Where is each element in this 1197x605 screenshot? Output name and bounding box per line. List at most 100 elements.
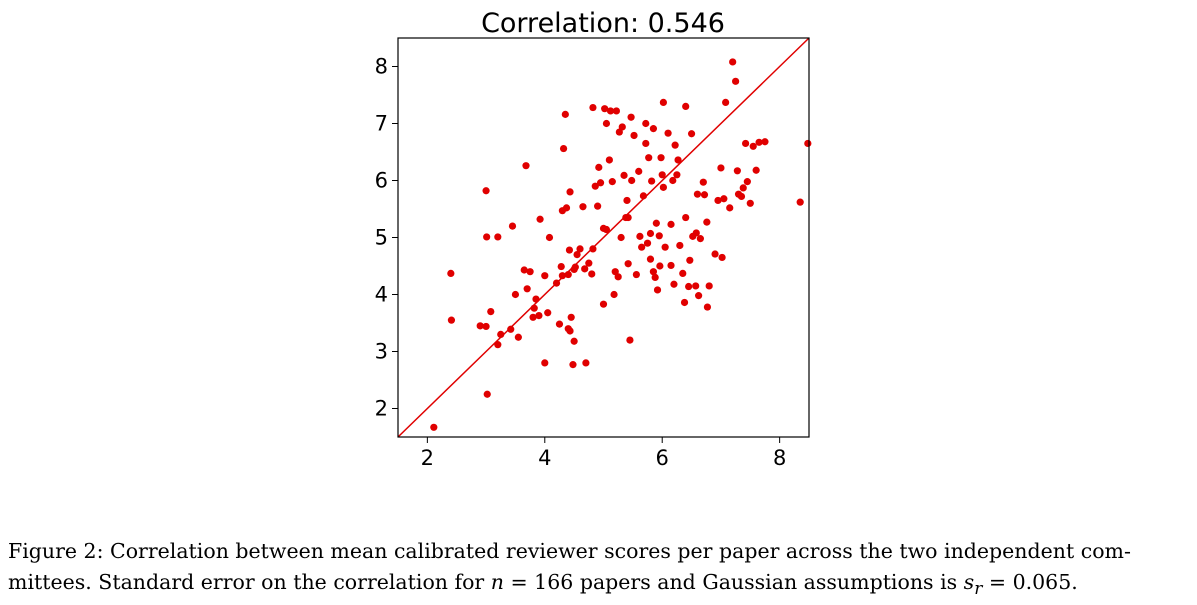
reference-line-layer xyxy=(397,37,810,438)
scatter-point xyxy=(693,190,702,198)
chart-title: Correlation: 0.546 xyxy=(481,8,725,39)
scatter-point xyxy=(741,139,750,148)
scatter-point xyxy=(581,265,589,273)
caption-line-2c: = 0.065. xyxy=(982,570,1078,594)
scatter-point xyxy=(643,239,652,247)
scatter-point xyxy=(595,163,603,171)
scatter-point xyxy=(700,191,709,199)
scatter-point xyxy=(591,182,599,190)
scatter-point xyxy=(636,232,644,240)
scatter-point xyxy=(508,222,517,230)
scatter-point xyxy=(635,167,643,175)
scatter-point xyxy=(695,292,703,300)
scatter-point xyxy=(610,290,618,299)
scatter-point xyxy=(536,215,544,223)
scatter-point xyxy=(659,183,667,191)
scatter-point xyxy=(646,229,655,238)
scatter-point xyxy=(557,262,565,271)
scatter-point xyxy=(639,192,648,200)
scatter-point xyxy=(617,233,625,242)
scatter-point xyxy=(711,250,719,258)
scatter-point xyxy=(630,131,638,140)
scatter-point xyxy=(476,322,484,330)
scatter-point xyxy=(651,273,659,281)
scatter-point xyxy=(562,204,571,212)
scatter-point xyxy=(692,282,700,290)
scatter-point xyxy=(687,130,696,138)
scatter-point xyxy=(507,325,515,333)
scatter-point xyxy=(720,195,728,203)
scatter-point xyxy=(624,213,632,222)
scatter-point xyxy=(530,304,538,312)
scatter-point xyxy=(655,232,663,240)
scatter-point xyxy=(679,269,687,278)
y-tick-label: 8 xyxy=(375,55,388,79)
scatter-point xyxy=(608,178,616,186)
scatter-point xyxy=(682,102,690,110)
scatter-point xyxy=(722,98,730,107)
scatter-point xyxy=(497,330,505,338)
scatter-point xyxy=(638,243,646,251)
scatter-point xyxy=(482,322,490,331)
scatter-point xyxy=(541,272,549,280)
scatter-point xyxy=(618,123,626,131)
scatter-point xyxy=(703,303,712,311)
scatter-point xyxy=(755,138,763,146)
scatter-point xyxy=(685,282,693,291)
caption-s-subscript: r xyxy=(974,579,983,600)
scatter-point xyxy=(653,286,662,294)
scatter-point xyxy=(569,361,577,369)
scatter-point xyxy=(659,98,667,107)
y-tick-label: 3 xyxy=(375,340,388,364)
scatter-point xyxy=(564,270,572,279)
scatter-point xyxy=(796,198,804,206)
scatter-point xyxy=(761,138,769,146)
scatter-point xyxy=(676,241,684,250)
scatter-point xyxy=(567,313,575,321)
scatter-point xyxy=(447,316,456,324)
scatter-point xyxy=(746,199,754,207)
scatter-point xyxy=(482,187,490,195)
scatter-point xyxy=(594,202,602,210)
scatter-point xyxy=(606,107,615,115)
scatter-point xyxy=(544,309,552,317)
scatter-point xyxy=(545,233,554,242)
y-tick-label: 7 xyxy=(375,112,388,136)
scatter-point xyxy=(614,273,622,281)
x-tick-label: 6 xyxy=(656,446,669,470)
scatter-point xyxy=(566,188,574,196)
scatter-point xyxy=(669,176,677,185)
scatter-point xyxy=(579,203,587,211)
scatter-point xyxy=(561,110,569,118)
scatter-point xyxy=(674,156,682,164)
caption-s-symbol: s xyxy=(963,570,975,594)
scatter-point xyxy=(529,313,537,321)
scatter-point xyxy=(718,253,726,262)
scatter-point xyxy=(565,246,574,254)
scatter-point xyxy=(658,171,666,179)
scatter-point xyxy=(632,270,640,279)
scatter-point xyxy=(602,119,611,128)
scatter-point xyxy=(487,308,495,316)
scatter-point xyxy=(626,336,634,344)
scatter-point xyxy=(628,176,636,185)
scatter-point xyxy=(589,103,597,112)
caption-n-symbol: n xyxy=(490,570,504,594)
y-tick-label: 6 xyxy=(375,169,388,193)
scatter-point xyxy=(570,337,578,345)
scatter-chart: Correlation: 0.546 2 4 6 8 2 3 4 5 6 7 8 xyxy=(375,8,812,471)
scatter-point xyxy=(514,333,522,341)
axis-ticks: 2 4 6 8 2 3 4 5 6 7 8 xyxy=(375,55,787,471)
scatter-point xyxy=(656,262,664,270)
plot-frame xyxy=(397,37,810,438)
scatter-point xyxy=(804,139,812,148)
scatter-point xyxy=(576,245,584,253)
scatter-point xyxy=(494,341,502,349)
caption-line-2b: = 166 papers and Gaussian assumptions is xyxy=(503,570,964,594)
caption-line-1: Figure 2: Correlation between mean calib… xyxy=(8,539,1131,563)
scatter-point xyxy=(664,129,672,137)
scatter-point xyxy=(612,107,621,115)
scatter-point xyxy=(717,164,725,172)
scatter-point xyxy=(430,423,438,431)
x-tick-label: 2 xyxy=(421,446,434,470)
